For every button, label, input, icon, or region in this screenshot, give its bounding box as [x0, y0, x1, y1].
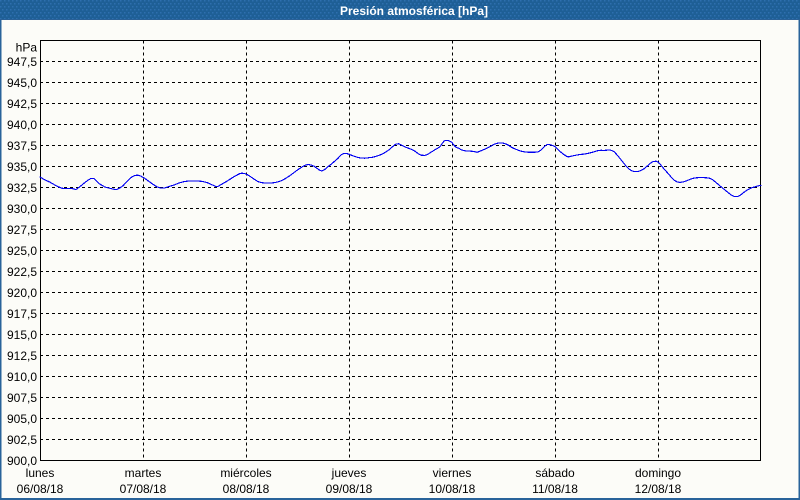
svg-text:domingo: domingo [635, 466, 681, 480]
svg-text:927,5: 927,5 [7, 223, 37, 237]
svg-text:sábado: sábado [535, 466, 575, 480]
svg-text:06/08/18: 06/08/18 [17, 482, 64, 496]
svg-text:900,0: 900,0 [7, 454, 37, 468]
svg-text:902,5: 902,5 [7, 433, 37, 447]
svg-text:907,5: 907,5 [7, 391, 37, 405]
svg-text:942,5: 942,5 [7, 97, 37, 111]
svg-text:915,0: 915,0 [7, 328, 37, 342]
svg-text:viernes: viernes [433, 466, 472, 480]
svg-text:912,5: 912,5 [7, 349, 37, 363]
svg-text:935,0: 935,0 [7, 160, 37, 174]
svg-text:08/08/18: 08/08/18 [223, 482, 270, 496]
svg-text:930,0: 930,0 [7, 202, 37, 216]
svg-text:947,5: 947,5 [7, 55, 37, 69]
svg-text:hPa: hPa [16, 41, 38, 55]
svg-text:miércoles: miércoles [220, 466, 271, 480]
svg-text:11/08/18: 11/08/18 [532, 482, 578, 496]
svg-text:07/08/18: 07/08/18 [120, 482, 167, 496]
svg-text:910,0: 910,0 [7, 370, 37, 384]
svg-text:937,5: 937,5 [7, 139, 37, 153]
svg-text:12/08/18: 12/08/18 [635, 482, 682, 496]
svg-text:922,5: 922,5 [7, 265, 37, 279]
svg-text:917,5: 917,5 [7, 307, 37, 321]
svg-text:945,0: 945,0 [7, 76, 37, 90]
svg-text:jueves: jueves [331, 466, 367, 480]
svg-text:09/08/18: 09/08/18 [326, 482, 373, 496]
svg-text:Presión atmosférica [hPa]: Presión atmosférica [hPa] [340, 4, 488, 18]
svg-text:10/08/18: 10/08/18 [429, 482, 476, 496]
svg-text:940,0: 940,0 [7, 118, 37, 132]
svg-text:lunes: lunes [26, 466, 55, 480]
svg-text:905,0: 905,0 [7, 412, 37, 426]
svg-text:925,0: 925,0 [7, 244, 37, 258]
svg-text:932,5: 932,5 [7, 181, 37, 195]
svg-text:920,0: 920,0 [7, 286, 37, 300]
svg-text:martes: martes [125, 466, 162, 480]
